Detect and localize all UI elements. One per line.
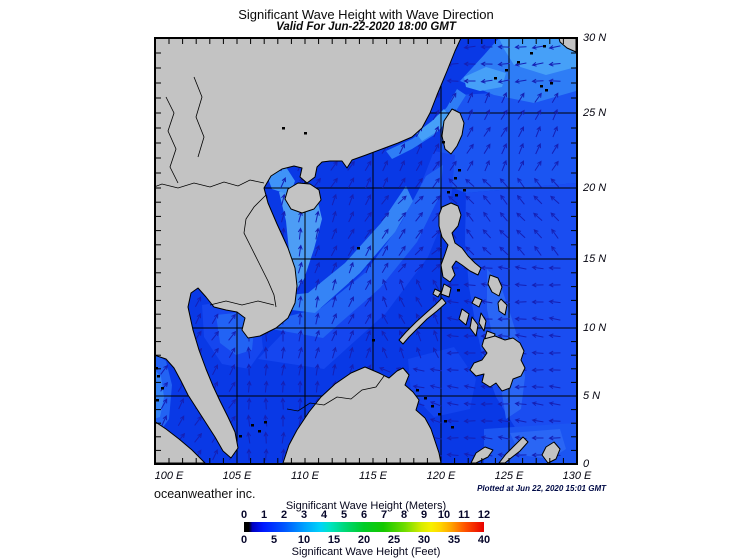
legend-feet-title: Significant Wave Height (Feet) bbox=[291, 546, 441, 558]
chart-title: Significant Wave Height with Wave Direct… bbox=[238, 7, 494, 22]
coastline-sulawesi-west bbox=[470, 446, 494, 464]
chart-subtitle: Valid For Jun-22-2020 18:00 GMT bbox=[276, 21, 456, 33]
lon-label: 120 E bbox=[426, 470, 456, 482]
feet-tick-label: 30 bbox=[417, 534, 431, 546]
feet-tick-label: 25 bbox=[387, 534, 401, 546]
feet-tick-label: 15 bbox=[327, 534, 341, 546]
feet-tick-label: 0 bbox=[240, 534, 248, 546]
lat-label: 20 N bbox=[583, 182, 607, 194]
lat-label: 5 N bbox=[583, 390, 601, 402]
coastline-calamian bbox=[432, 288, 442, 298]
map-canvas bbox=[154, 37, 578, 465]
lon-label: 100 E bbox=[154, 470, 184, 482]
feet-tick-label: 10 bbox=[297, 534, 311, 546]
credit-text: oceanweather inc. bbox=[154, 487, 256, 501]
coastline-panay bbox=[458, 308, 470, 326]
meters-tick-label: 7 bbox=[380, 509, 388, 521]
coastline-sulawesi-minahassa bbox=[498, 436, 529, 464]
coastline-mindoro bbox=[440, 283, 452, 298]
coastline-mindanao bbox=[469, 335, 526, 392]
legend-meters-title: Significant Wave Height (Meters) bbox=[285, 500, 447, 512]
meters-tick-label: 11 bbox=[458, 509, 470, 521]
meters-tick-label: 9 bbox=[420, 509, 428, 521]
meters-tick-label: 5 bbox=[340, 509, 348, 521]
feet-tick-label: 35 bbox=[447, 534, 461, 546]
lon-label: 130 E bbox=[562, 470, 592, 482]
meters-tick-label: 10 bbox=[437, 509, 451, 521]
coastline-masbate bbox=[471, 296, 483, 308]
coastline-halmahera bbox=[541, 441, 561, 464]
coastline-borneo bbox=[282, 366, 442, 464]
coastline-luzon bbox=[438, 202, 482, 283]
meters-tick-label: 4 bbox=[320, 509, 328, 521]
feet-tick-label: 5 bbox=[270, 534, 278, 546]
coastline-negros bbox=[469, 316, 479, 337]
meters-tick-label: 1 bbox=[260, 509, 268, 521]
map-frame bbox=[154, 37, 578, 465]
lat-label: 10 N bbox=[583, 322, 607, 334]
lon-label: 110 E bbox=[291, 470, 319, 482]
meters-tick-label: 3 bbox=[300, 509, 308, 521]
coastline-mainland-asia bbox=[154, 37, 462, 459]
meters-tick-label: 0 bbox=[240, 509, 248, 521]
lat-label: 30 N bbox=[583, 32, 607, 44]
plotted-at-text: Plotted at Jun 22, 2020 15:01 GMT bbox=[477, 484, 606, 493]
lon-label: 125 E bbox=[494, 470, 524, 482]
lon-label: 115 E bbox=[359, 470, 387, 482]
coastline-palawan bbox=[398, 297, 447, 345]
land-layer bbox=[154, 37, 577, 464]
meters-tick-label: 8 bbox=[400, 509, 408, 521]
feet-tick-label: 40 bbox=[477, 534, 491, 546]
meters-tick-label: 6 bbox=[360, 509, 368, 521]
lat-label: 0 bbox=[583, 458, 590, 470]
meters-tick-label: 2 bbox=[280, 509, 288, 521]
coastline-hainan bbox=[284, 182, 322, 214]
coastline-taiwan bbox=[441, 108, 465, 155]
lat-label: 15 N bbox=[583, 253, 607, 265]
coastline-samar bbox=[487, 274, 503, 297]
lat-label: 25 N bbox=[583, 107, 607, 119]
coastline-cebu bbox=[478, 312, 487, 332]
coastline-leyte bbox=[497, 298, 508, 316]
country-border-layer bbox=[154, 76, 385, 412]
lon-label: 105 E bbox=[222, 470, 252, 482]
meters-tick-label: 12 bbox=[477, 509, 491, 521]
small-islands-layer bbox=[155, 45, 553, 438]
legend-colorbar bbox=[244, 522, 484, 532]
feet-tick-label: 20 bbox=[357, 534, 371, 546]
